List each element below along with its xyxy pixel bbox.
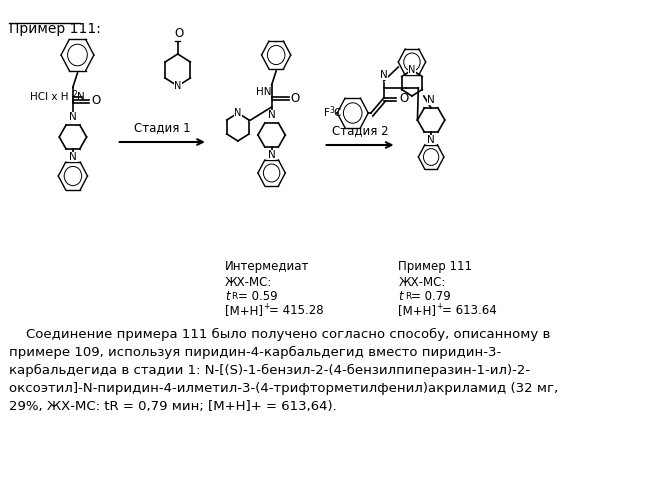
Text: +: + <box>437 302 443 311</box>
Text: карбальдегида в стадии 1: N-[(S)-1-бензил-2-(4-бензилпиперазин-1-ил)-2-: карбальдегида в стадии 1: N-[(S)-1-бензи… <box>9 364 530 377</box>
Text: Соединение примера 111 было получено согласно способу, описанному в: Соединение примера 111 было получено сог… <box>9 328 550 341</box>
Text: HCl x H: HCl x H <box>30 92 68 102</box>
Text: [M+H]: [M+H] <box>399 304 436 317</box>
Text: 3: 3 <box>329 106 334 115</box>
Text: = 613.64: = 613.64 <box>442 304 497 317</box>
Text: N: N <box>408 65 415 75</box>
Text: = 0.59: = 0.59 <box>238 290 277 303</box>
Text: N: N <box>77 92 84 102</box>
Text: Интермедиат: Интермедиат <box>225 260 310 273</box>
Text: 2: 2 <box>72 90 77 99</box>
Text: Стадия 1: Стадия 1 <box>134 121 190 134</box>
Text: O: O <box>91 94 101 108</box>
Text: N: N <box>268 110 275 120</box>
Text: HN: HN <box>256 87 272 97</box>
Text: N: N <box>268 150 275 160</box>
Text: F: F <box>324 108 330 118</box>
Text: t: t <box>225 290 230 303</box>
Text: N: N <box>234 108 242 118</box>
Text: O: O <box>291 92 300 104</box>
Text: R: R <box>404 292 411 301</box>
Text: O: O <box>399 92 408 106</box>
Text: Пример 111: Пример 111 <box>399 260 472 273</box>
Text: [M+H]: [M+H] <box>225 304 263 317</box>
Text: 29%, ЖХ-МС: tR = 0,79 мин; [M+H]+ = 613,64).: 29%, ЖХ-МС: tR = 0,79 мин; [M+H]+ = 613,… <box>9 400 337 413</box>
Text: O: O <box>174 27 183 40</box>
Text: +: + <box>263 302 270 311</box>
Text: N: N <box>427 95 435 105</box>
Text: = 415.28: = 415.28 <box>269 304 324 317</box>
Text: Стадия 2: Стадия 2 <box>332 124 388 137</box>
Text: R: R <box>232 292 238 301</box>
Text: Пример 111:: Пример 111: <box>9 22 101 36</box>
Text: N: N <box>69 152 77 162</box>
Text: оксоэтил]-N-пиридин-4-илметил-3-(4-трифторметилфенил)акриламид (32 мг,: оксоэтил]-N-пиридин-4-илметил-3-(4-трифт… <box>9 382 559 395</box>
Text: ЖХ-МС:: ЖХ-МС: <box>399 276 446 289</box>
Text: ЖХ-МС:: ЖХ-МС: <box>225 276 272 289</box>
Text: N: N <box>174 81 181 91</box>
Text: t: t <box>399 290 403 303</box>
Text: N: N <box>380 70 388 80</box>
Text: примере 109, используя пиридин-4-карбальдегид вместо пиридин-3-: примере 109, используя пиридин-4-карбаль… <box>9 346 501 359</box>
Text: C: C <box>333 108 341 118</box>
Text: N: N <box>69 112 77 122</box>
Text: = 0.79: = 0.79 <box>411 290 451 303</box>
Text: N: N <box>427 135 435 145</box>
